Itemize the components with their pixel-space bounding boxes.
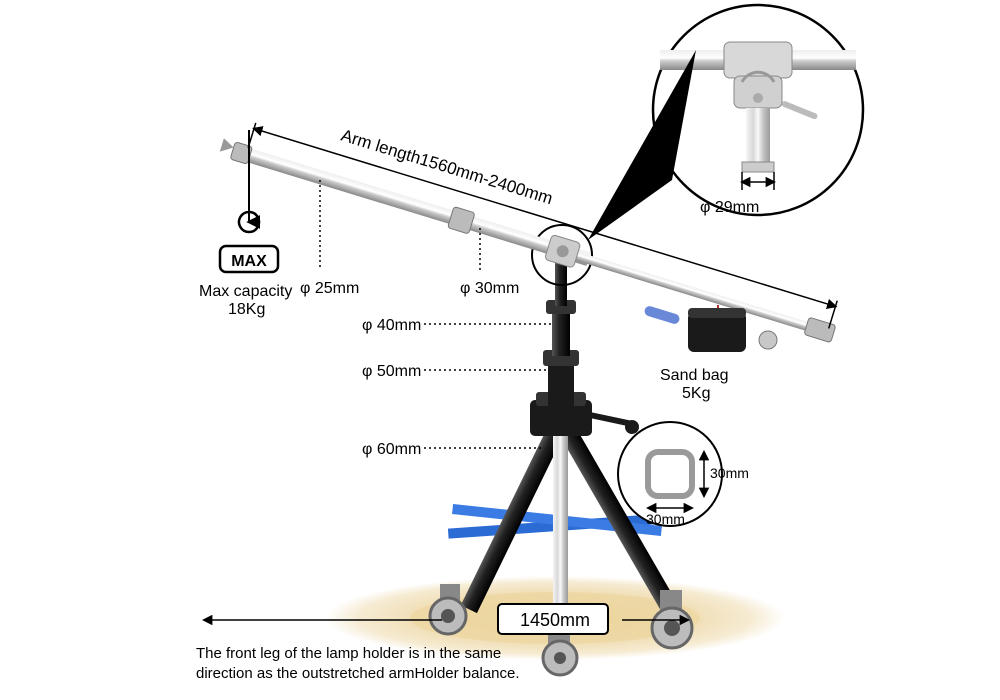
d25: φ 25mm (300, 280, 359, 297)
svg-text:MAX: MAX (231, 253, 267, 270)
column (543, 258, 579, 406)
sandbag-l2: 5Kg (682, 385, 710, 402)
d29: φ 29mm (700, 199, 759, 216)
d40: φ 40mm (362, 317, 421, 334)
max-icon: MAX (220, 130, 278, 272)
max-cap-l2: 18Kg (228, 301, 265, 318)
profile-h: 30mm (710, 465, 749, 481)
footer-l2: direction as the outstretched armHolder … (196, 665, 520, 682)
sandbag-l1: Sand bag (660, 367, 729, 384)
d30: φ 30mm (460, 280, 519, 297)
base-width-label: 1450mm (520, 610, 590, 630)
d60: φ 60mm (362, 441, 421, 458)
d50: φ 50mm (362, 363, 421, 380)
profile-w: 30mm (646, 511, 685, 527)
max-cap-l1: Max capacity (199, 283, 292, 300)
footer-l1: The front leg of the lamp holder is in t… (196, 645, 501, 662)
